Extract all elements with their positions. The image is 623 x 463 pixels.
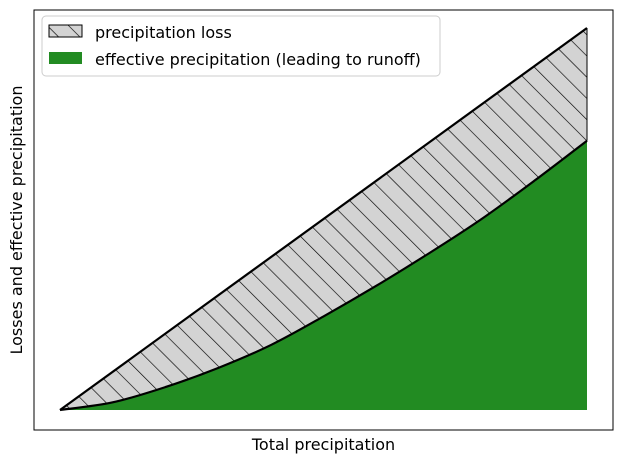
effective-precipitation-curve: [59, 139, 588, 412]
x-axis-label: Total precipitation: [251, 435, 395, 454]
effective-precipitation-area: [60, 140, 587, 410]
legend-label-precipitation-loss: precipitation loss: [95, 23, 232, 42]
y-axis-label: Losses and effective precipitation: [7, 86, 26, 355]
legend-box: [41, 15, 441, 77]
plot-area: [59, 27, 588, 412]
plot-frame: [33, 9, 614, 431]
legend-swatch-precipitation-loss: [48, 24, 83, 38]
legend-swatch-effective-precipitation: [49, 52, 82, 64]
legend: precipitation loss effective precipitati…: [41, 15, 441, 77]
total-precipitation-line: [59, 27, 588, 411]
legend-label-effective-precipitation: effective precipitation (leading to runo…: [95, 50, 421, 69]
